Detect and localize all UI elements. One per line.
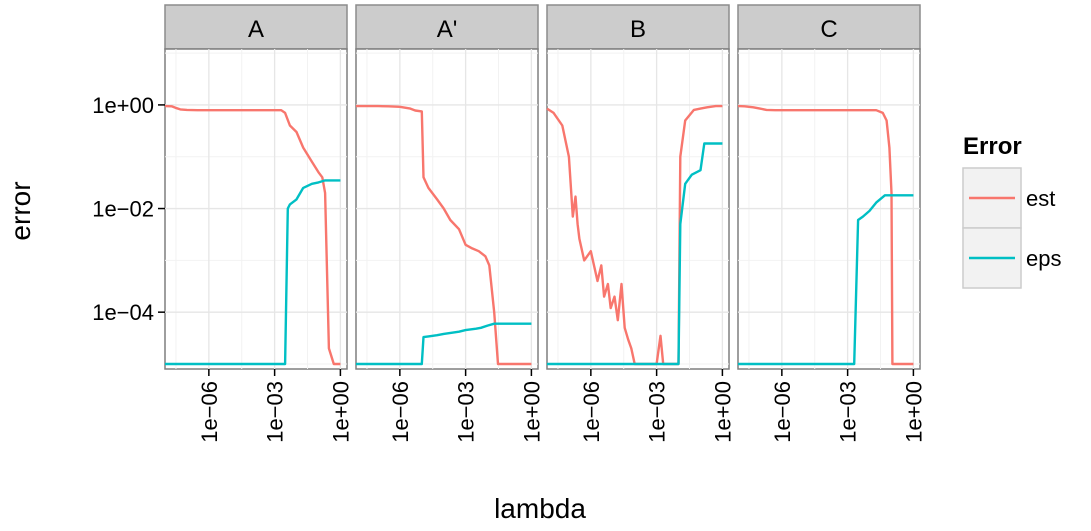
panel-1: A xyxy=(164,4,348,370)
strip-background xyxy=(164,4,348,50)
x-tick-label: 1e−03 xyxy=(263,381,288,443)
strip-background xyxy=(355,4,539,50)
panel-2: A' xyxy=(355,4,539,370)
series-line-eps xyxy=(165,179,341,366)
x-tick-label: 1e+00 xyxy=(328,381,353,443)
x-tick-label: 1e+00 xyxy=(710,381,735,443)
x-tick-label: 1e−03 xyxy=(645,381,670,443)
legend-label-eps: eps xyxy=(1026,246,1061,271)
series-line-eps xyxy=(547,142,723,366)
series-line-est xyxy=(737,104,914,366)
series-line-eps xyxy=(356,322,532,366)
x-tick-label: 1e−03 xyxy=(454,381,479,443)
x-tick-label: 1e−06 xyxy=(197,381,222,443)
x-tick-label: 1e−06 xyxy=(770,381,795,443)
strip-background xyxy=(546,4,730,50)
strip-label: A xyxy=(248,16,264,43)
series-line-est xyxy=(164,104,341,366)
legend: Error est eps xyxy=(962,133,1061,289)
x-tick-label: 1e−03 xyxy=(836,381,861,443)
y-tick-label: 1e−04 xyxy=(92,300,154,325)
x-axis-title: lambda xyxy=(494,493,586,524)
legend-title: Error xyxy=(963,133,1022,160)
panel-4: C xyxy=(737,4,921,370)
x-tick-label: 1e−06 xyxy=(579,381,604,443)
axes-layer: 1e−06 1e−03 1e+00 1e−06 1e−03 1e+00 1e−06 1e−03… xyxy=(92,93,926,443)
strip-label: B xyxy=(630,16,646,43)
panel-3: B xyxy=(546,4,730,370)
series-line-est xyxy=(356,104,532,366)
strip-background xyxy=(737,4,921,50)
y-tick-label: 1e−02 xyxy=(92,197,154,222)
x-tick-label: 1e+00 xyxy=(519,381,544,443)
strip-label: C xyxy=(820,16,837,43)
y-axis-title: error xyxy=(5,181,36,240)
panels-layer: A A' B C xyxy=(164,4,921,370)
strip-label: A' xyxy=(437,16,458,43)
x-tick-label: 1e+00 xyxy=(901,381,926,443)
x-tick-label: 1e−06 xyxy=(388,381,413,443)
legend-label-est: est xyxy=(1026,186,1055,211)
y-tick-label: 1e+00 xyxy=(92,93,154,118)
series-line-eps xyxy=(738,194,914,366)
